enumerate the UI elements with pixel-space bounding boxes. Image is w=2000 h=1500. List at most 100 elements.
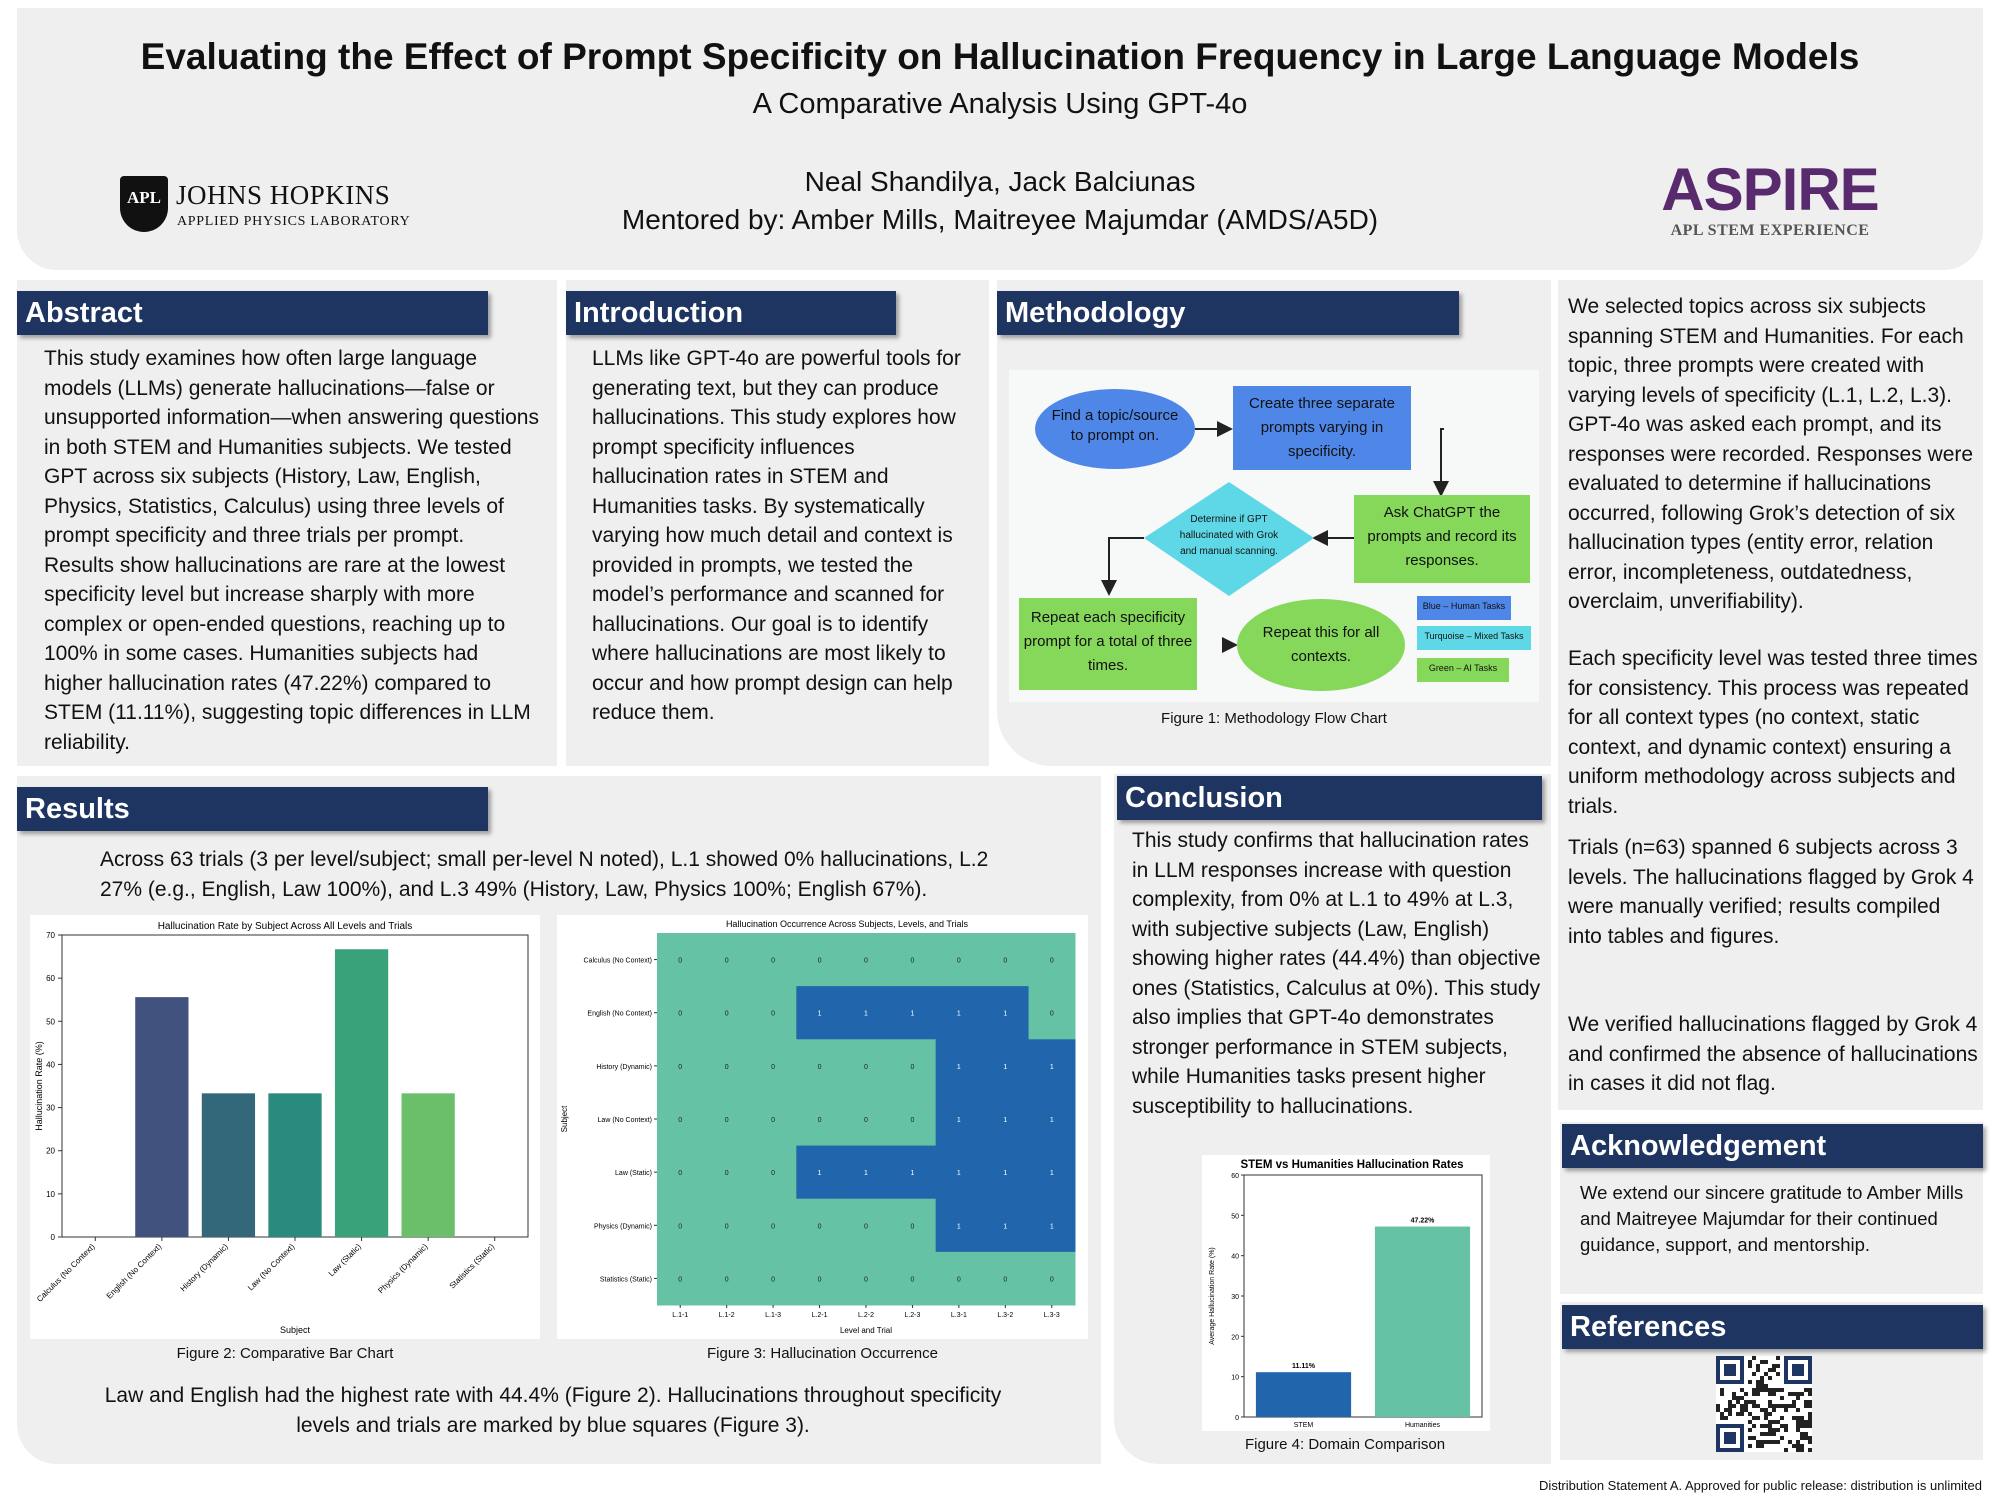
- bar: [401, 1093, 455, 1237]
- bar: [1374, 1226, 1471, 1417]
- poster-subtitle: A Comparative Analysis Using GPT-4o: [752, 88, 1248, 120]
- heatmap-cell: [889, 986, 937, 1040]
- qr-module: [1760, 1440, 1764, 1444]
- qr-module: [1776, 1440, 1780, 1444]
- qr-module: [1780, 1404, 1784, 1408]
- jhu-apl-logo: APL JOHNS HOPKINS APPLIED PHYSICS LABORA…: [120, 176, 420, 236]
- method-text-3: Trials (n=63) spanned 6 subjects across …: [1568, 836, 1974, 948]
- qr-module: [1752, 1356, 1756, 1360]
- heatmap-cell: [796, 933, 844, 987]
- cell-value: 0: [725, 1170, 729, 1177]
- cell-value: 0: [818, 1276, 822, 1283]
- cell-value: 0: [818, 1064, 822, 1071]
- x-tick-label: English (No Context): [105, 1242, 164, 1301]
- qr-module: [1776, 1420, 1780, 1424]
- heatmap-cell: [749, 1039, 797, 1093]
- qr-module: [1740, 1404, 1744, 1408]
- bar: [334, 949, 389, 1237]
- qr-module: [1784, 1448, 1788, 1452]
- qr-module: [1772, 1392, 1776, 1396]
- qr-code-icon[interactable]: [1716, 1356, 1812, 1452]
- qr-module: [1756, 1380, 1760, 1384]
- chart-title: STEM vs Humanities Hallucination Rates: [1240, 1159, 1463, 1171]
- heatmap-cell: [842, 986, 890, 1040]
- qr-module: [1784, 1428, 1788, 1432]
- qr-module: [1804, 1436, 1808, 1440]
- legend-ai: [1417, 658, 1509, 682]
- heatmap-cell: [889, 1039, 937, 1093]
- qr-module: [1752, 1388, 1756, 1392]
- cell-value: 1: [1003, 1064, 1007, 1071]
- conclusion-heading: Conclusion: [1117, 776, 1542, 820]
- y-tick-label: Calculus (No Context): [584, 958, 652, 965]
- qr-module: [1808, 1400, 1812, 1404]
- cell-value: 0: [818, 958, 822, 965]
- qr-module: [1756, 1368, 1760, 1372]
- qr-module: [1720, 1416, 1724, 1420]
- cell-value: 0: [864, 1117, 868, 1124]
- abstract-text: This study examines how often large lang…: [44, 347, 539, 754]
- abstract-heading: Abstract: [17, 291, 488, 335]
- qr-module: [1760, 1384, 1764, 1388]
- cell-value: 0: [910, 1276, 914, 1283]
- cell-value: 0: [678, 1223, 682, 1230]
- qr-module: [1728, 1400, 1732, 1404]
- results-heading: Results: [17, 787, 488, 831]
- qr-finder-core: [1724, 1432, 1736, 1444]
- qr-module: [1804, 1420, 1808, 1424]
- qr-module: [1804, 1388, 1808, 1392]
- qr-module: [1748, 1420, 1752, 1424]
- qr-module: [1740, 1396, 1744, 1400]
- qr-module: [1756, 1392, 1760, 1396]
- qr-module: [1768, 1400, 1772, 1404]
- cell-value: 1: [1050, 1223, 1054, 1230]
- heatmap-cell: [657, 1145, 704, 1200]
- heatmap-cell: [796, 1198, 844, 1253]
- qr-module: [1756, 1364, 1760, 1368]
- chart-title: Hallucination Rate by Subject Across All…: [158, 921, 413, 932]
- qr-module: [1800, 1416, 1804, 1420]
- flow-determine: [1144, 482, 1314, 596]
- cell-value: 0: [771, 1170, 775, 1177]
- qr-module: [1764, 1412, 1768, 1416]
- qr-module: [1768, 1404, 1772, 1408]
- qr-module: [1756, 1388, 1760, 1392]
- heatmap-cell: [703, 1039, 751, 1093]
- flow-create-prompts: [1233, 386, 1411, 470]
- x-tick-label: Statistics (Static): [448, 1242, 497, 1291]
- qr-module: [1748, 1412, 1752, 1416]
- qr-module: [1792, 1392, 1796, 1396]
- qr-module: [1796, 1420, 1800, 1424]
- qr-module: [1760, 1380, 1764, 1384]
- x-tick-label: Humanities: [1405, 1422, 1441, 1429]
- heatmap-cell: [982, 933, 1030, 987]
- cell-value: 0: [910, 1117, 914, 1124]
- apl-name: APPLIED PHYSICS LABORATORY: [177, 214, 411, 229]
- qr-module: [1788, 1392, 1792, 1396]
- heatmap-cell: [935, 933, 983, 987]
- heatmap-cell: [982, 1198, 1030, 1253]
- qr-module: [1764, 1432, 1768, 1436]
- y-tick-label: 20: [46, 1147, 55, 1156]
- heatmap-cell: [935, 986, 983, 1040]
- qr-module: [1796, 1408, 1800, 1412]
- qr-module: [1764, 1408, 1768, 1412]
- methodology-right-panel: [1558, 280, 1983, 1110]
- qr-module: [1760, 1360, 1764, 1364]
- heatmap-cell: [703, 933, 751, 987]
- heatmap-cell: [749, 1092, 797, 1147]
- qr-module: [1784, 1424, 1788, 1428]
- legend-mixed: [1417, 626, 1531, 650]
- qr-module: [1784, 1404, 1788, 1408]
- qr-finder-core: [1724, 1364, 1736, 1376]
- cell-value: 0: [771, 1011, 775, 1018]
- acknowledgement-text: We extend our sincere gratitude to Amber…: [1580, 1182, 1964, 1255]
- qr-module: [1732, 1404, 1736, 1408]
- heatmap-cell: [749, 1145, 797, 1200]
- heatmap-cell: [842, 1251, 890, 1306]
- heatmap-cell: [842, 1092, 890, 1147]
- figure3-caption: Figure 3: Hallucination Occurrence: [707, 1345, 938, 1362]
- flow-determine-label: Determine if GPT hallucinated with Grok …: [1179, 514, 1279, 557]
- heatmap-cell: [703, 1145, 751, 1200]
- heatmap-cell: [935, 1092, 983, 1147]
